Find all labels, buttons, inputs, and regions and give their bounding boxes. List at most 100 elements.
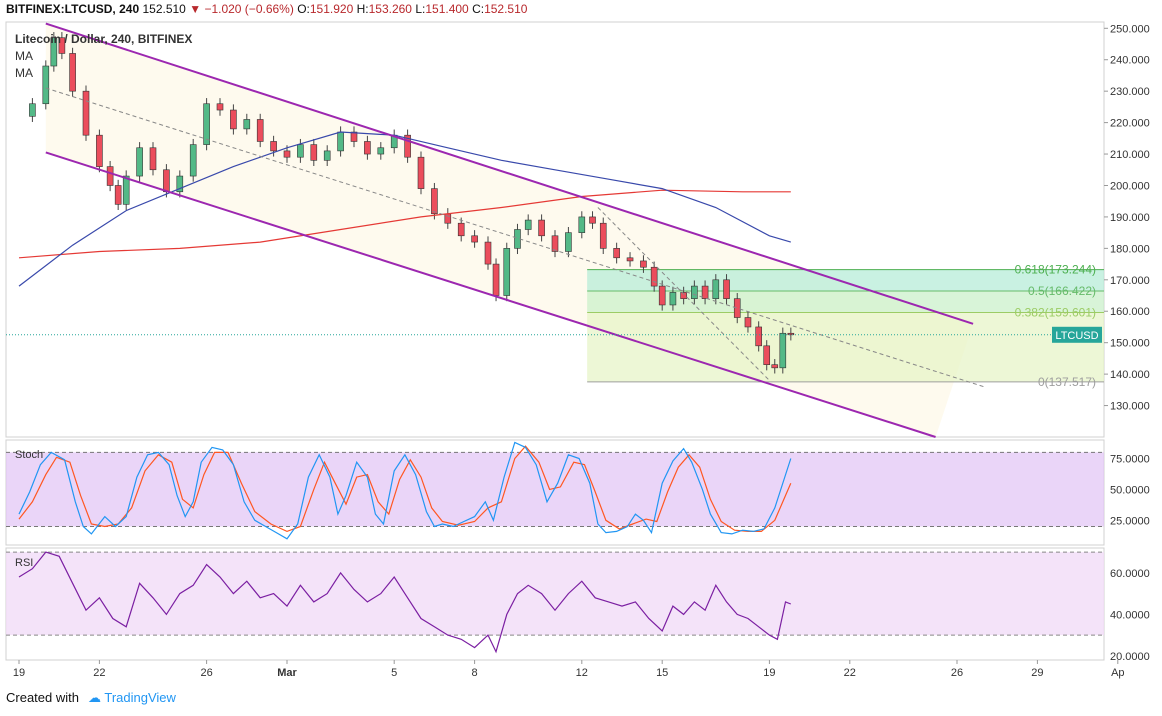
- candle-body: [163, 169, 170, 193]
- y-tick-label: 140.000: [1110, 369, 1150, 381]
- stoch-pane[interactable]: Stoch: [5, 439, 1105, 546]
- candle-body: [337, 131, 344, 152]
- candle-body: [733, 298, 741, 318]
- candle-body: [723, 279, 730, 299]
- rsi-band: [6, 552, 1104, 636]
- y-tick-label: 210.000: [1110, 149, 1150, 161]
- candle-body: [701, 285, 709, 299]
- candle-body: [283, 150, 291, 158]
- candle-body: [377, 147, 385, 155]
- channel-line: [45, 22, 974, 325]
- fib-level-label: 0.382(159.601): [1015, 305, 1096, 319]
- candle-body: [216, 103, 224, 111]
- candle-body: [29, 103, 36, 117]
- open-value: 151.920: [309, 2, 354, 16]
- low-label: L:: [415, 2, 426, 16]
- candle-body: [787, 332, 795, 336]
- low-value: 151.400: [425, 2, 469, 16]
- x-tick-label: 19: [13, 667, 25, 679]
- cloud-icon: ☁: [88, 690, 101, 705]
- candle-body: [524, 219, 532, 230]
- rsi-y-label: 20.0000: [1110, 651, 1150, 663]
- candle-body: [658, 285, 666, 306]
- x-tick-label: 19: [763, 667, 775, 679]
- candle-body: [492, 263, 500, 296]
- price-pane[interactable]: 0.618(173.244) 0.5(166.422) 0.382(159.601)…: [5, 21, 1105, 438]
- trend-dashed-line: [45, 87, 984, 388]
- y-tick-label: 180.000: [1110, 243, 1150, 255]
- candle-body: [613, 248, 620, 259]
- candle-body: [650, 266, 658, 287]
- y-tick-label: 170.000: [1110, 275, 1150, 287]
- ma-legend-2[interactable]: MA: [15, 66, 33, 80]
- rsi-title: RSI: [15, 557, 33, 569]
- y-tick-label: 240.000: [1110, 55, 1150, 67]
- rsi-line: [18, 551, 792, 654]
- ma-legend-1[interactable]: MA: [15, 49, 33, 63]
- candle-body: [589, 216, 596, 224]
- candle-body: [404, 134, 411, 158]
- candle-body: [96, 134, 103, 167]
- x-tick-label: 26: [951, 667, 963, 679]
- y-tick-label: 200.000: [1110, 180, 1150, 192]
- candle-body: [350, 131, 358, 142]
- candle-body: [755, 326, 762, 347]
- close-value: 152.510: [484, 2, 528, 16]
- candle-body: [640, 260, 647, 268]
- rsi-y-label: 40.0000: [1110, 609, 1150, 621]
- channel-line: [45, 151, 936, 438]
- candle-body: [230, 109, 237, 130]
- candle-body: [149, 147, 157, 171]
- candle-body: [578, 216, 586, 233]
- candle-body: [779, 332, 787, 369]
- candle-body: [189, 144, 197, 177]
- x-tick-label: 22: [93, 667, 105, 679]
- candle-body: [503, 248, 511, 296]
- candle-body: [256, 119, 264, 142]
- tradingview-brand: TradingView: [104, 690, 176, 705]
- candle-body: [270, 141, 277, 152]
- candle-body: [444, 213, 452, 224]
- candle-body: [176, 175, 184, 193]
- rsi-pane[interactable]: RSI: [5, 547, 1105, 661]
- candle-body: [297, 144, 304, 158]
- tradingview-logo[interactable]: ☁ TradingView: [88, 690, 176, 706]
- x-tick-label: Ap: [1111, 667, 1124, 679]
- down-arrow-icon: ▼: [189, 2, 202, 16]
- y-tick-label: 190.000: [1110, 212, 1150, 224]
- last-price: 152.510: [142, 2, 186, 16]
- candle-body: [691, 285, 698, 299]
- y-tick-label: 150.000: [1110, 338, 1150, 350]
- x-tick-label: 5: [391, 667, 397, 679]
- candle-body: [551, 235, 559, 252]
- candle-body: [599, 222, 607, 249]
- candle-body: [50, 37, 58, 67]
- candle-body: [136, 147, 143, 177]
- candle-body: [106, 166, 114, 186]
- y-tick-label: 220.000: [1110, 118, 1150, 130]
- axes: 250.000 240.000 230.000 220.000 210.000 200.0…: [13, 23, 1150, 679]
- candle-body: [431, 188, 438, 215]
- symbol-name: BITFINEX:LTCUSD, 240: [6, 2, 140, 16]
- candle-body: [323, 150, 331, 161]
- ma-line-blue: [18, 131, 791, 287]
- stoch-y-label: 75.0000: [1110, 454, 1150, 466]
- x-tick-label: 26: [200, 667, 212, 679]
- stoch-k-line: [18, 441, 792, 540]
- footer-created-with: Created with: [6, 690, 79, 705]
- high-label: H:: [356, 2, 369, 16]
- candle-body: [243, 119, 251, 130]
- trend-dashed-line: [597, 207, 770, 381]
- y-tick-label: 230.000: [1110, 86, 1150, 98]
- candle-body: [771, 364, 779, 369]
- candle-body: [680, 292, 687, 299]
- candle-body: [310, 144, 318, 161]
- candle-body: [669, 292, 677, 306]
- price-change: −1.020 (−0.66%): [204, 2, 294, 16]
- stoch-y-label: 50.0000: [1110, 484, 1150, 496]
- x-tick-label: 29: [1031, 667, 1043, 679]
- x-tick-label: 8: [472, 667, 478, 679]
- symbol-header: BITFINEX:LTCUSD, 240 152.510 ▼ −1.020 (−…: [6, 2, 527, 16]
- candle-body: [114, 185, 122, 205]
